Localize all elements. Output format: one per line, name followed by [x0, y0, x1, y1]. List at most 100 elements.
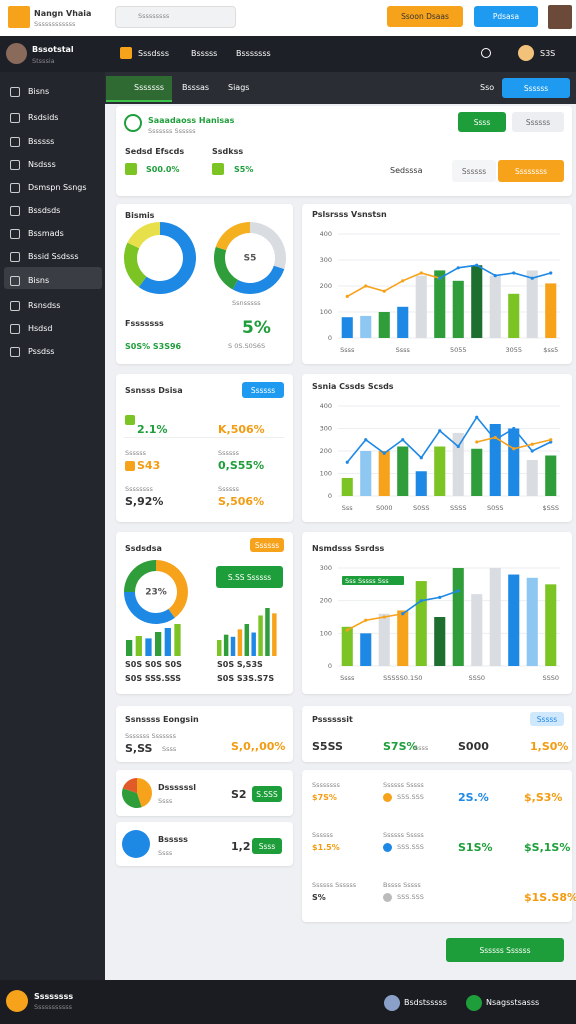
- menu-item[interactable]: Bssdsds: [28, 206, 61, 215]
- menu-item[interactable]: Bsssss: [28, 137, 55, 146]
- close[interactable]: [276, 209, 284, 217]
- menu-icon[interactable]: [10, 113, 20, 123]
- card-title: Ssnssss Eongsin: [125, 715, 199, 724]
- menu-item[interactable]: Pssdss: [28, 347, 55, 356]
- icon: [125, 415, 135, 425]
- button[interactable]: Sssss: [530, 712, 564, 726]
- line-point: [364, 438, 368, 442]
- menu-icon[interactable]: [10, 87, 20, 97]
- bar: [526, 577, 538, 666]
- sub-tab[interactable]: Sssssss: [134, 83, 165, 92]
- button[interactable]: Ssss: [252, 838, 282, 854]
- stat-value: S43: [137, 459, 161, 472]
- x-tick-label: $ss5: [543, 346, 558, 354]
- button[interactable]: S.SSS: [252, 786, 282, 802]
- donut-slice: [122, 788, 142, 808]
- button[interactable]: Ssssss: [250, 538, 284, 552]
- menu-item[interactable]: Bssid Ssdsss: [28, 252, 79, 261]
- button[interactable]: Ssssss: [242, 382, 284, 398]
- icon: [466, 995, 482, 1011]
- icon: [6, 990, 28, 1012]
- menu-item[interactable]: Bisns: [28, 276, 50, 285]
- y-tick-label: 300: [320, 425, 332, 433]
- donut-slice: [124, 560, 156, 592]
- line-point: [438, 429, 442, 433]
- cell-value: $,S3%: [524, 791, 563, 804]
- search-placeholder[interactable]: Sssssssss: [138, 12, 170, 20]
- bar: [397, 306, 409, 338]
- menu-icon[interactable]: [10, 347, 20, 357]
- nav-tab[interactable]: Bsssssss: [236, 49, 271, 58]
- icon: [383, 843, 392, 852]
- sub-tab[interactable]: Bsssas: [182, 83, 210, 92]
- bar: [378, 613, 390, 666]
- nav-tab[interactable]: Bsssss: [191, 49, 218, 58]
- donut-slice: [137, 778, 152, 808]
- button[interactable]: S.SS Ssssss: [216, 566, 283, 588]
- x-tick-label: 3055: [505, 346, 522, 354]
- menu-icon[interactable]: [10, 276, 20, 286]
- button[interactable]: Ssoon Dsaas: [387, 6, 463, 27]
- stat-label: Ssssssss: [125, 485, 153, 493]
- cell-value: SSS.SSS: [397, 843, 424, 851]
- menu-item[interactable]: Bisns: [28, 87, 50, 96]
- donut-slice: [124, 242, 147, 288]
- menu-item[interactable]: Hsdsd: [28, 324, 53, 333]
- menu-icon[interactable]: [10, 301, 20, 311]
- y-tick-label: 300: [320, 256, 332, 264]
- bar: [258, 615, 263, 656]
- dropdown[interactable]: Sedsssa: [390, 166, 423, 175]
- menu-icon[interactable]: [10, 229, 20, 239]
- footer-link[interactable]: Nsagsstsasss: [486, 998, 540, 1007]
- card-title: Saaadaoss Hanisas: [148, 116, 235, 125]
- menu-item[interactable]: Dsmspn Ssngs: [28, 183, 87, 192]
- stat-value: S,92%: [125, 495, 164, 508]
- line-point: [475, 440, 479, 444]
- icon: [383, 893, 392, 902]
- donut-caption: Ssnsssss: [232, 299, 261, 307]
- cell-value: S%: [312, 893, 326, 902]
- menu-item[interactable]: Nsdsss: [28, 160, 56, 169]
- bar: [489, 424, 501, 496]
- combo-chart: 0 100 200 300 Ssss SSSSS0.1S0 SSS0 SSS0 Sss Ssss…: [320, 564, 560, 682]
- menu-icon[interactable]: [10, 183, 20, 193]
- line-point: [419, 271, 423, 275]
- button[interactable]: Ssss: [458, 112, 506, 132]
- menu-item[interactable]: Rsdsids: [28, 113, 59, 122]
- button[interactable]: Ssssss: [512, 112, 564, 132]
- menu-icon[interactable]: [10, 206, 20, 216]
- button[interactable]: Pdsasa: [474, 6, 538, 27]
- icon: [125, 163, 137, 175]
- big-value: 5%: [242, 318, 271, 338]
- nav-user[interactable]: S3S: [540, 49, 556, 58]
- menu-icon[interactable]: [10, 252, 20, 262]
- line-point: [549, 438, 553, 442]
- menu-item[interactable]: Bssmads: [28, 229, 64, 238]
- stat-value: K,506%: [218, 423, 265, 436]
- button[interactable]: Ssssss Ssssss: [446, 938, 564, 962]
- icon-circle: [122, 830, 150, 858]
- button[interactable]: Ssssss: [452, 160, 496, 182]
- search-box[interactable]: [115, 6, 236, 28]
- menu-icon[interactable]: [10, 160, 20, 170]
- menu-icon[interactable]: [10, 324, 20, 334]
- sub-tab[interactable]: Siags: [228, 83, 250, 92]
- menu-item[interactable]: Rsnsdss: [28, 301, 61, 310]
- nav-tab[interactable]: Sssdsss: [138, 49, 169, 58]
- card-subtitle: Ssss: [158, 797, 173, 805]
- card-title: Nsmdsss Ssrdss: [312, 544, 385, 553]
- card-title: Bsssss: [158, 835, 188, 844]
- x-tick-label: SSSS: [450, 504, 467, 512]
- bar: [237, 629, 243, 656]
- menu-icon[interactable]: [10, 137, 20, 147]
- icon: [125, 461, 135, 471]
- search-icon[interactable]: [481, 48, 491, 58]
- bar: [272, 613, 277, 656]
- bar: [508, 574, 520, 666]
- tab-active[interactable]: [106, 76, 172, 102]
- sidebar-active[interactable]: [4, 267, 102, 289]
- button[interactable]: Ssssss: [502, 78, 570, 98]
- footer-link[interactable]: Bsdstsssss: [404, 998, 447, 1007]
- button[interactable]: Ssssssss: [498, 160, 564, 182]
